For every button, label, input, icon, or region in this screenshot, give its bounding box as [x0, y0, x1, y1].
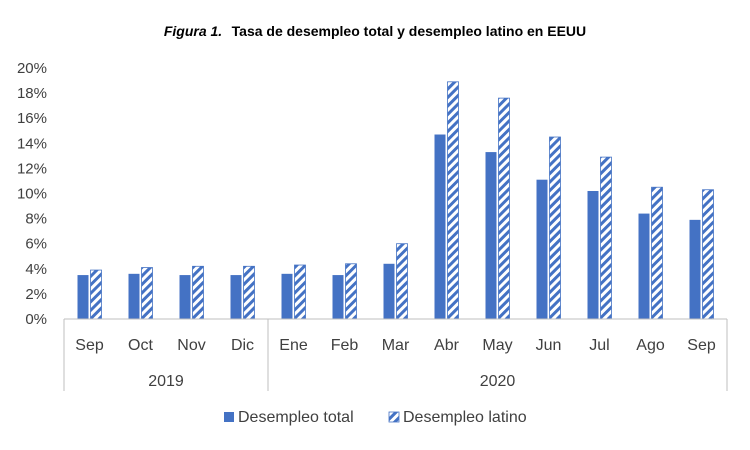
y-tick-label: 18% [17, 85, 47, 102]
bar-desempleo-latino [396, 243, 408, 320]
y-axis: 0% 2% 4% 6% 8% 10% 12% 14% 16% 18% 20% [17, 60, 47, 328]
bar-desempleo-latino [90, 269, 102, 320]
bar-desempleo-total [434, 134, 446, 319]
x-tick-label: Ago [636, 337, 665, 354]
y-tick-label: 12% [17, 160, 47, 177]
x-tick-label: Sep [75, 337, 104, 354]
bar-desempleo-latino [702, 189, 714, 320]
bar-desempleo-latino [447, 81, 459, 320]
bar-desempleo-total [587, 190, 599, 319]
bar-desempleo-latino [294, 264, 306, 320]
x-tick-label: Oct [128, 337, 153, 354]
bar-desempleo-total [281, 273, 293, 319]
y-tick-label: 14% [17, 135, 47, 152]
bar-desempleo-total [485, 152, 497, 319]
x-tick-label: Ene [279, 337, 308, 354]
x-tick-label: Nov [177, 337, 205, 354]
y-tick-label: 2% [25, 286, 47, 303]
chart-title: Figura 1. Tasa de desempleo total y dese… [164, 23, 586, 40]
y-tick-label: 16% [17, 110, 47, 127]
x-tick-label: Feb [331, 337, 359, 354]
x-tick-label: Mar [382, 337, 410, 354]
y-tick-label: 0% [25, 311, 47, 328]
x-tick-label: May [482, 337, 512, 354]
bar-desempleo-total [638, 213, 650, 319]
bar-desempleo-latino [345, 263, 357, 320]
y-tick-label: 20% [17, 60, 47, 77]
x-tick-label: Jul [589, 337, 609, 354]
x-group-label: 2019 [148, 373, 184, 390]
bar-desempleo-total [536, 179, 548, 319]
legend-swatch-latino [388, 411, 400, 423]
bar-desempleo-latino [651, 186, 663, 320]
bar-desempleo-latino [243, 265, 255, 320]
bar-desempleo-total [179, 275, 191, 319]
bar-desempleo-total [689, 219, 701, 319]
bar-desempleo-total [77, 275, 89, 319]
bar-desempleo-total [128, 273, 140, 319]
bar-desempleo-total [383, 263, 395, 319]
x-tick-label: Sep [687, 337, 716, 354]
x-tick-label: Dic [231, 337, 254, 354]
x-axis: 2019 2020 Sep Oct Nov Dic Ene Feb Mar Abr May Jun Ju… [63, 318, 728, 391]
legend-label-latino: Desempleo latino [403, 409, 527, 426]
bar-desempleo-latino [192, 265, 204, 320]
x-tick-label: Jun [536, 337, 562, 354]
bar-desempleo-latino [141, 267, 153, 320]
y-tick-label: 10% [17, 186, 47, 203]
bar-desempleo-total [230, 275, 242, 319]
y-tick-label: 8% [25, 211, 47, 228]
chart-title-text: Tasa de desempleo total y desempleo lati… [232, 23, 587, 39]
chart-title-prefix: Figura 1. [164, 23, 222, 39]
bar-desempleo-latino [498, 97, 510, 320]
bars-layer [77, 81, 714, 320]
x-tick-label: Abr [434, 337, 460, 354]
bar-desempleo-latino [600, 156, 612, 320]
x-group-label: 2020 [480, 373, 516, 390]
bar-desempleo-total [332, 275, 344, 319]
legend: Desempleo total Desempleo latino [224, 409, 527, 426]
y-tick-label: 4% [25, 261, 47, 278]
y-tick-label: 6% [25, 236, 47, 253]
legend-label-total: Desempleo total [238, 409, 354, 426]
legend-swatch-total [224, 412, 234, 422]
bar-desempleo-latino [549, 136, 561, 320]
